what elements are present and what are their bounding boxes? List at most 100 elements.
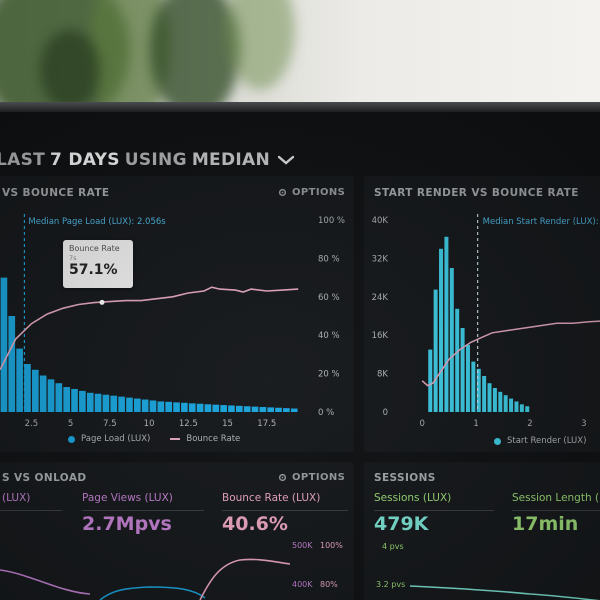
metric-label: Bounce Rate (LUX) (222, 492, 321, 504)
y-axis-tick-label: 40K (372, 216, 389, 226)
divider (82, 510, 204, 511)
histogram-bar (455, 308, 460, 412)
title-part: LAST (0, 150, 46, 170)
histogram-bar (482, 376, 487, 412)
gear-icon (278, 473, 287, 482)
y-axis-tick-label: 0 (383, 408, 388, 418)
metric-label: (LUX) (2, 492, 31, 504)
x-axis-tick-label: 10 (144, 419, 155, 429)
histogram-bar (31, 369, 39, 412)
divider (512, 510, 600, 511)
histogram-bar (165, 401, 173, 412)
legend-label: Bounce Rate (186, 434, 241, 444)
onload-sparkline (0, 558, 290, 600)
histogram-bar (283, 408, 290, 412)
x-axis-tick-label: 3 (581, 419, 586, 429)
axis-tick: 80% (320, 580, 338, 589)
histogram-bar (235, 405, 243, 412)
histogram-bar (118, 396, 125, 412)
x-axis-tick-label: 7.5 (103, 419, 117, 429)
histogram-bar (433, 289, 438, 412)
histogram-bar (228, 405, 235, 412)
tooltip: Bounce Rate 7s 57.1% (63, 240, 133, 288)
y-axis-tick-label: 24K (372, 293, 389, 303)
x-axis-tick-label: 2.5 (25, 419, 39, 429)
y-axis-tick-label: 20 % (318, 370, 340, 380)
histogram-bar (275, 407, 282, 412)
histogram-bar (133, 398, 141, 412)
axis-tick: 500K (292, 541, 313, 550)
y-axis-tick-label: 16K (372, 331, 389, 341)
histogram-bar (465, 344, 470, 412)
bounce-rate-line (0, 286, 299, 371)
histogram-bar (514, 401, 519, 412)
gear-icon (278, 188, 287, 197)
options-button[interactable]: OPTIONS (278, 472, 345, 483)
metric-label: Page Views (LUX) (82, 492, 173, 504)
legend-swatch (68, 435, 75, 443)
histogram-bar (47, 379, 55, 412)
chevron-down-icon[interactable] (277, 154, 295, 166)
histogram-bar (503, 395, 508, 412)
histogram-bar (519, 404, 524, 412)
axis-tick: 400K (292, 580, 313, 589)
histogram-bar (71, 388, 78, 412)
metric-sub: 4 pvs (382, 542, 404, 551)
histogram-bar (8, 316, 16, 412)
options-label: OPTIONS (292, 472, 346, 483)
tooltip-value: 57.1% (69, 262, 118, 278)
histogram-bar (149, 400, 157, 412)
histogram-bar (243, 406, 251, 412)
metric-label: Session Length (LU (512, 492, 600, 504)
metric-label: Sessions (LUX) (374, 492, 452, 504)
median-marker-label: Median Page Load (LUX): 2.056s (28, 217, 166, 227)
title-part: MEDIAN (191, 150, 270, 170)
sessions-panel (364, 462, 600, 600)
histogram-bar (492, 388, 497, 412)
tooltip-label: Bounce Rate (69, 244, 120, 253)
dashboard-screen: LAST 7 DAYS USING MEDIAN VS BOUNCE RATE … (0, 112, 600, 600)
histogram-bar (498, 391, 503, 412)
y-axis-tick-label: 0 % (318, 408, 334, 418)
histogram-bar (24, 364, 31, 412)
title-part: 7 DAYS (50, 150, 120, 170)
plant-leaf (40, 30, 100, 110)
panel-title: VS BOUNCE RATE (2, 187, 110, 199)
page-load-chart[interactable]: 0 % 20 % 40 % 60 % 80 % 100 % Median Page Load… (0, 202, 360, 442)
metric-value: 479K (374, 513, 429, 535)
legend-swatch (494, 437, 501, 445)
x-axis-tick-label: 12.5 (179, 419, 198, 429)
y-axis-tick-label: 60 % (318, 293, 340, 303)
hover-point (99, 299, 105, 305)
histogram-bar (439, 248, 444, 412)
histogram-bar (0, 277, 8, 412)
histogram-bar (251, 406, 259, 412)
histogram-bar (94, 393, 102, 412)
sessions-sparkline (410, 585, 600, 600)
histogram-bar (16, 348, 23, 412)
histogram-bar (55, 383, 63, 412)
histogram-bar (157, 401, 165, 412)
histogram-bar (63, 387, 71, 412)
histogram-bar (173, 402, 180, 412)
background-wall (0, 0, 600, 112)
divider (222, 510, 348, 511)
histogram-bar (267, 407, 275, 412)
y-axis-tick-label: 80 % (318, 254, 340, 264)
monitor-bezel (0, 102, 600, 114)
metric-value: 40.6% (222, 513, 288, 535)
date-range-selector[interactable]: LAST 7 DAYS USING MEDIAN (0, 150, 295, 170)
histogram-bar (449, 268, 454, 412)
options-button[interactable]: OPTIONS (278, 187, 345, 198)
histogram-bar (471, 361, 476, 412)
start-render-chart[interactable]: 0 8K 16K 24K 32K 40K Median Start Render (LUX)… (364, 202, 600, 442)
histogram-bar (444, 236, 449, 412)
y-axis-tick-label: 40 % (318, 331, 340, 341)
x-axis-tick-label: 1 (473, 419, 478, 429)
histogram-bar (196, 403, 204, 412)
histogram-bar (181, 402, 188, 412)
histogram-bar (290, 408, 298, 412)
divider (0, 510, 62, 511)
legend-label: Start Render (LUX) (507, 436, 587, 446)
histogram-bar (141, 399, 149, 412)
